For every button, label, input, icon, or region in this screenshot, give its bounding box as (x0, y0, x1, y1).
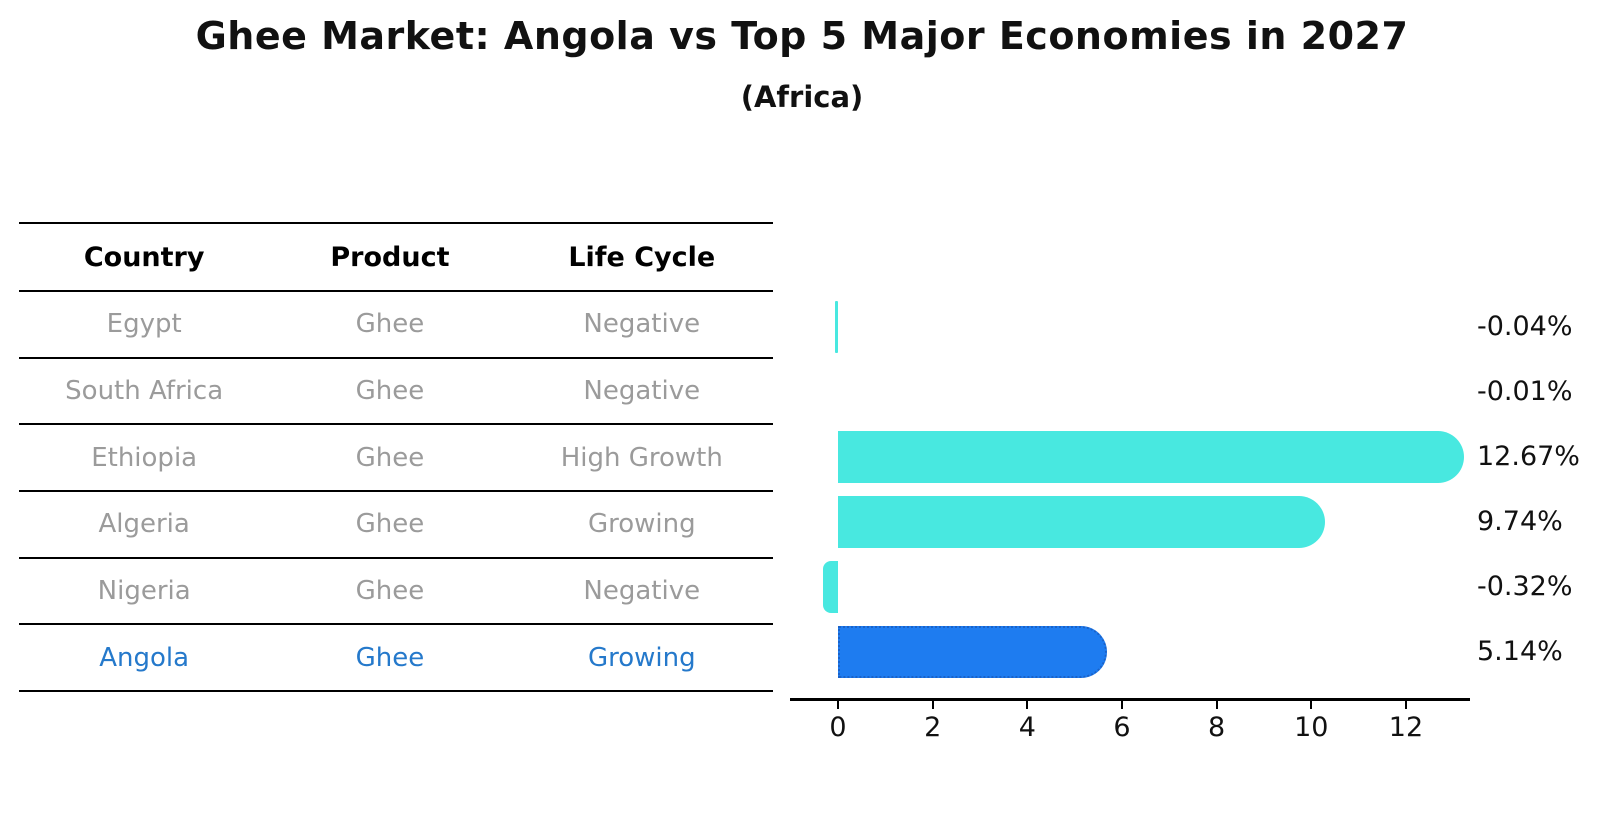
value-label-egypt: -0.04% (1477, 311, 1573, 342)
table-header-country: Country (83, 241, 205, 273)
x-tick-mark-10 (1310, 700, 1313, 709)
country-cell: South Africa (65, 376, 224, 407)
product-cell: Ghee (355, 376, 425, 407)
value-label-south-africa: -0.01% (1477, 375, 1573, 407)
x-axis-line (790, 698, 1470, 701)
value-label-algeria: 9.74% (1477, 505, 1563, 537)
life-cycle-cell: Growing (587, 509, 696, 540)
x-tick-label-4: 4 (1018, 712, 1036, 743)
x-tick-label-10: 10 (1294, 712, 1329, 743)
x-tick-mark-6 (1120, 700, 1123, 709)
country-cell: Nigeria (97, 576, 191, 607)
bar-algeria (838, 495, 1325, 548)
table-header-row: Country Product Life Cycle (19, 224, 773, 292)
value-label-ethiopia: 12.67% (1477, 440, 1580, 472)
x-tick-label-0: 0 (829, 712, 847, 743)
x-tick-mark-0 (837, 700, 839, 709)
life-cycle-cell: Growing (587, 642, 696, 673)
table-row-south-africa: South Africa Ghee Negative (19, 359, 773, 426)
product-cell: Ghee (355, 642, 425, 673)
table-row-egypt: Egypt Ghee Negative (19, 292, 773, 359)
table-header-life-cycle: Life Cycle (568, 241, 716, 273)
x-tick-label-12: 12 (1388, 712, 1424, 743)
country-cell: Angola (99, 642, 190, 673)
table-header-product: Product (330, 241, 450, 273)
table-row-algeria: Algeria Ghee Growing (19, 492, 773, 559)
country-cell: Egypt (106, 309, 182, 340)
bar-ethiopia (838, 430, 1464, 483)
value-label-angola: 5.14% (1477, 635, 1563, 667)
country-cell: Ethiopia (91, 442, 198, 473)
product-cell: Ghee (355, 576, 425, 607)
table-row-angola: Angola Ghee Growing (19, 625, 773, 693)
table-row-nigeria: Nigeria Ghee Negative (19, 559, 773, 626)
product-cell: Ghee (355, 309, 425, 340)
life-cycle-cell: Negative (583, 576, 701, 607)
chart-title: Ghee Market: Angola vs Top 5 Major Econo… (195, 14, 1409, 58)
x-tick-mark-2 (931, 700, 934, 709)
life-cycle-cell: Negative (583, 376, 701, 407)
product-cell: Ghee (355, 509, 425, 540)
life-cycle-cell: Negative (583, 309, 701, 340)
x-tick-mark-12 (1404, 700, 1407, 709)
chart-subtitle: (Africa) (740, 80, 864, 114)
value-label-nigeria: -0.32% (1477, 570, 1573, 602)
x-tick-mark-4 (1026, 700, 1029, 709)
comparison-table: Country Product Life Cycle Egypt Ghee Nega… (19, 222, 773, 693)
bar-angola (838, 625, 1108, 678)
table-row-ethiopia: Ethiopia Ghee High Growth (19, 425, 773, 493)
x-tick-mark-8 (1215, 700, 1218, 709)
table-body: Egypt Ghee Negative South Africa Ghee Negativ… (19, 292, 773, 693)
x-tick-label-8: 8 (1208, 712, 1226, 743)
x-tick-label-2: 2 (924, 712, 942, 743)
country-cell: Algeria (98, 509, 190, 540)
x-tick-label-6: 6 (1113, 712, 1131, 743)
product-cell: Ghee (355, 442, 425, 473)
bar-nigeria (822, 560, 838, 613)
bar-egypt (835, 301, 838, 353)
life-cycle-cell: High Growth (560, 442, 723, 473)
